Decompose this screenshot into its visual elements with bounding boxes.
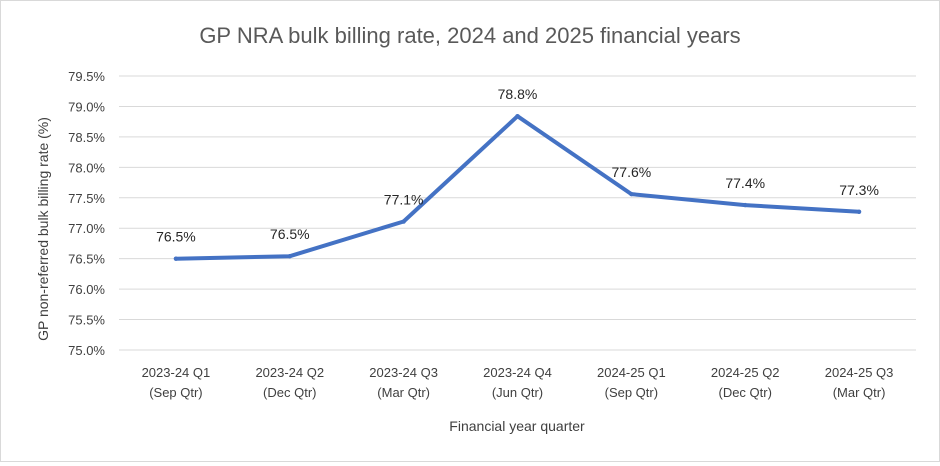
data-label: 76.5% bbox=[156, 229, 196, 245]
x-tick-label: 2024-25 Q2 (Dec Qtr) bbox=[711, 365, 780, 400]
x-tick-line: 2023-24 Q2 bbox=[255, 365, 324, 380]
x-tick-line: (Dec Qtr) bbox=[263, 385, 316, 400]
y-tick-label: 77.0% bbox=[68, 221, 105, 236]
x-tick-line: (Mar Qtr) bbox=[377, 385, 430, 400]
data-label: 76.5% bbox=[270, 226, 310, 242]
x-tick-line: 2024-25 Q2 bbox=[711, 365, 780, 380]
data-label: 77.3% bbox=[839, 182, 879, 198]
chart-title: GP NRA bulk billing rate, 2024 and 2025 … bbox=[199, 23, 740, 48]
x-tick-label: 2023-24 Q3 (Mar Qtr) bbox=[369, 365, 438, 400]
y-tick-label: 75.5% bbox=[68, 313, 105, 328]
data-point bbox=[856, 209, 862, 214]
x-tick-line: (Sep Qtr) bbox=[149, 385, 202, 400]
y-tick-label: 78.0% bbox=[68, 160, 105, 175]
data-label: 77.1% bbox=[384, 192, 424, 208]
x-tick-line: (Sep Qtr) bbox=[605, 385, 658, 400]
x-tick-line: (Jun Qtr) bbox=[492, 385, 543, 400]
data-point bbox=[743, 202, 748, 208]
x-tick-label: 2023-24 Q1 (Sep Qtr) bbox=[142, 365, 211, 400]
data-label: 77.6% bbox=[612, 164, 652, 180]
data-point bbox=[401, 219, 406, 224]
data-label: 78.8% bbox=[498, 86, 538, 102]
y-tick-label: 79.5% bbox=[68, 69, 105, 84]
data-label: 77.4% bbox=[725, 175, 765, 191]
y-axis-title: GP non-referred bulk billing rate (%) bbox=[35, 117, 51, 341]
data-labels: 76.5% 76.5% 77.1% 78.8% 77.6% 77.4% 77.3% bbox=[156, 86, 879, 244]
x-tick-line: 2024-25 Q1 bbox=[597, 365, 666, 380]
x-tick-label: 2023-24 Q2 (Dec Qtr) bbox=[255, 365, 324, 400]
data-point bbox=[515, 113, 520, 119]
data-point bbox=[173, 256, 179, 261]
y-tick-label: 77.5% bbox=[68, 191, 105, 206]
series-layer bbox=[173, 113, 862, 261]
y-tick-label: 75.0% bbox=[68, 343, 105, 358]
y-axis-ticks: 75.0% 75.5% 76.0% 76.5% 77.0% 77.5% 78.0% 78.5%… bbox=[68, 69, 105, 358]
x-tick-line: 2023-24 Q4 bbox=[483, 365, 552, 380]
x-axis-ticks: 2023-24 Q1 (Sep Qtr)2023-24 Q2 (Dec Qtr)20… bbox=[142, 365, 894, 400]
y-tick-label: 79.0% bbox=[68, 99, 105, 114]
x-tick-line: (Dec Qtr) bbox=[718, 385, 771, 400]
x-tick-line: 2023-24 Q1 bbox=[142, 365, 211, 380]
y-tick-label: 76.0% bbox=[68, 282, 105, 297]
y-tick-label: 76.5% bbox=[68, 252, 105, 267]
x-tick-label: 2023-24 Q4 (Jun Qtr) bbox=[483, 365, 552, 400]
data-point bbox=[629, 191, 634, 197]
x-tick-line: (Mar Qtr) bbox=[833, 385, 886, 400]
x-tick-label: 2024-25 Q1 (Sep Qtr) bbox=[597, 365, 666, 400]
x-axis-title: Financial year quarter bbox=[449, 418, 585, 434]
y-tick-label: 78.5% bbox=[68, 130, 105, 145]
x-tick-label: 2024-25 Q3 (Mar Qtr) bbox=[825, 365, 894, 400]
data-point bbox=[287, 254, 292, 259]
x-tick-line: 2023-24 Q3 bbox=[369, 365, 438, 380]
x-tick-line: 2024-25 Q3 bbox=[825, 365, 894, 380]
